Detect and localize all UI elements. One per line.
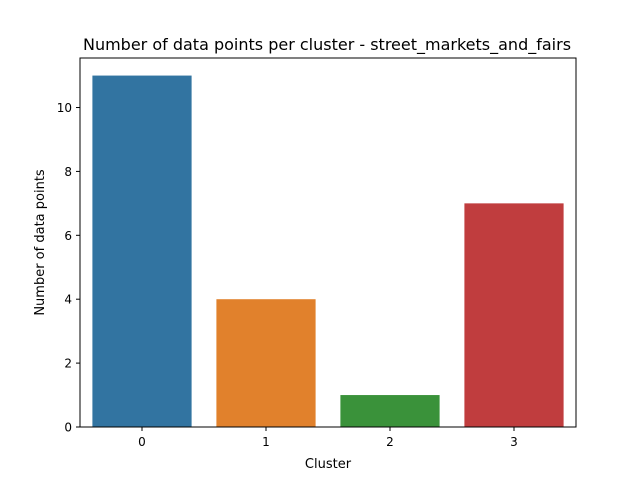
y-tick-label: 6	[64, 229, 72, 243]
y-tick-label: 0	[64, 421, 72, 435]
y-axis-label: Number of data points	[33, 169, 48, 316]
bar-cluster-1	[216, 299, 316, 427]
x-axis-label: Cluster	[305, 457, 352, 472]
y-tick-label: 4	[64, 293, 72, 307]
bar-cluster-0	[92, 75, 192, 428]
y-axis-ticks: 0 2 4 6 8 10	[57, 101, 80, 435]
x-tick-label: 1	[262, 435, 270, 449]
x-axis-ticks: 0 1 2 3	[138, 427, 518, 449]
x-tick-label: 3	[510, 435, 518, 449]
y-tick-label: 10	[57, 101, 72, 115]
bars-layer	[92, 75, 564, 428]
x-tick-label: 2	[386, 435, 394, 449]
y-tick-label: 8	[64, 165, 72, 179]
bar-cluster-3	[464, 203, 564, 427]
bar-cluster-2	[340, 395, 440, 427]
chart-title: Number of data points per cluster - stre…	[83, 35, 571, 55]
x-tick-label: 0	[138, 435, 146, 449]
plot-frame	[79, 57, 577, 428]
y-tick-label: 2	[64, 357, 72, 371]
